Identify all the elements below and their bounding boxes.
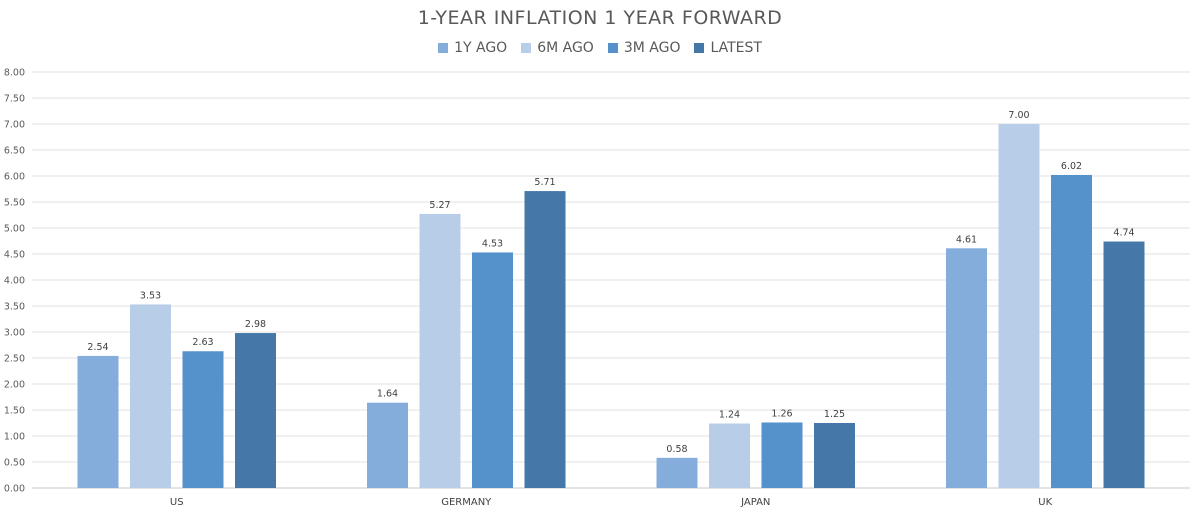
bar — [946, 248, 987, 488]
data-label: 2.54 — [87, 342, 108, 353]
data-label: 4.74 — [1113, 228, 1134, 239]
data-label: 0.58 — [666, 444, 687, 455]
legend-item-3m-ago: 3M AGO — [607, 40, 681, 56]
x-tick-label: UK — [1038, 497, 1052, 508]
legend-label-latest: LATEST — [710, 40, 762, 56]
y-tick-label: 2.00 — [4, 380, 25, 391]
data-label: 1.64 — [377, 389, 398, 400]
x-tick-label: JAPAN — [740, 497, 770, 508]
bar — [367, 402, 408, 488]
bar — [77, 355, 119, 488]
data-label: 4.61 — [956, 234, 977, 245]
legend-swatch-6m-ago — [521, 43, 532, 53]
data-label: 1.25 — [824, 409, 845, 420]
data-label: 1.24 — [719, 410, 740, 421]
data-label: 2.98 — [245, 319, 266, 330]
legend-swatch-1y-ago — [438, 43, 449, 53]
x-tick-label: GERMANY — [441, 497, 492, 508]
data-label: 2.63 — [192, 337, 213, 348]
y-tick-label: 2.50 — [4, 354, 25, 365]
data-label: 7.00 — [1008, 110, 1029, 121]
y-tick-label: 7.00 — [4, 120, 25, 131]
legend-swatch-latest — [694, 43, 705, 53]
y-tick-label: 4.50 — [4, 250, 25, 261]
y-tick-label: 3.50 — [4, 302, 25, 313]
bar — [524, 191, 566, 488]
bar — [656, 457, 698, 488]
bar — [182, 351, 224, 488]
bar — [1103, 241, 1145, 488]
y-tick-label: 0.00 — [4, 484, 25, 495]
chart-title: 1-YEAR INFLATION 1 YEAR FORWARD — [417, 7, 783, 29]
y-tick-label: 6.00 — [4, 172, 25, 183]
bar — [761, 422, 803, 488]
bar — [814, 423, 855, 488]
bar — [709, 423, 750, 488]
data-label: 1.26 — [771, 408, 792, 419]
bar — [419, 213, 461, 488]
y-tick-label: 6.50 — [4, 146, 25, 157]
bar — [472, 252, 513, 488]
y-tick-label: 3.00 — [4, 328, 25, 339]
data-label: 3.53 — [140, 290, 161, 301]
y-tick-label: 4.00 — [4, 276, 25, 287]
legend: 1Y AGO 6M AGO 3M AGO LATEST — [0, 40, 1200, 56]
data-label: 6.02 — [1061, 161, 1082, 172]
y-tick-label: 1.00 — [4, 432, 25, 443]
y-tick-label: 5.50 — [4, 198, 25, 209]
legend-label-3m-ago: 3M AGO — [623, 40, 681, 56]
y-tick-label: 5.00 — [4, 224, 25, 235]
y-tick-label: 8.00 — [4, 68, 25, 79]
y-tick-label: 1.50 — [4, 406, 25, 417]
y-tick-label: 7.50 — [4, 94, 25, 105]
legend-item-latest: LATEST — [694, 40, 762, 56]
legend-label-6m-ago: 6M AGO — [537, 40, 594, 56]
legend-label-1y-ago: 1Y AGO — [454, 40, 508, 56]
legend-swatch-3m-ago — [607, 43, 618, 53]
bar — [998, 124, 1040, 488]
bar — [130, 304, 171, 488]
data-label: 5.71 — [534, 177, 555, 188]
legend-item-6m-ago: 6M AGO — [521, 40, 594, 56]
bar — [235, 333, 276, 488]
bar — [1051, 174, 1092, 488]
legend-item-1y-ago: 1Y AGO — [438, 40, 507, 56]
x-tick-label: US — [170, 497, 184, 508]
y-tick-label: 0.50 — [4, 458, 25, 469]
data-label: 5.27 — [429, 200, 450, 211]
data-label: 4.53 — [482, 238, 503, 249]
